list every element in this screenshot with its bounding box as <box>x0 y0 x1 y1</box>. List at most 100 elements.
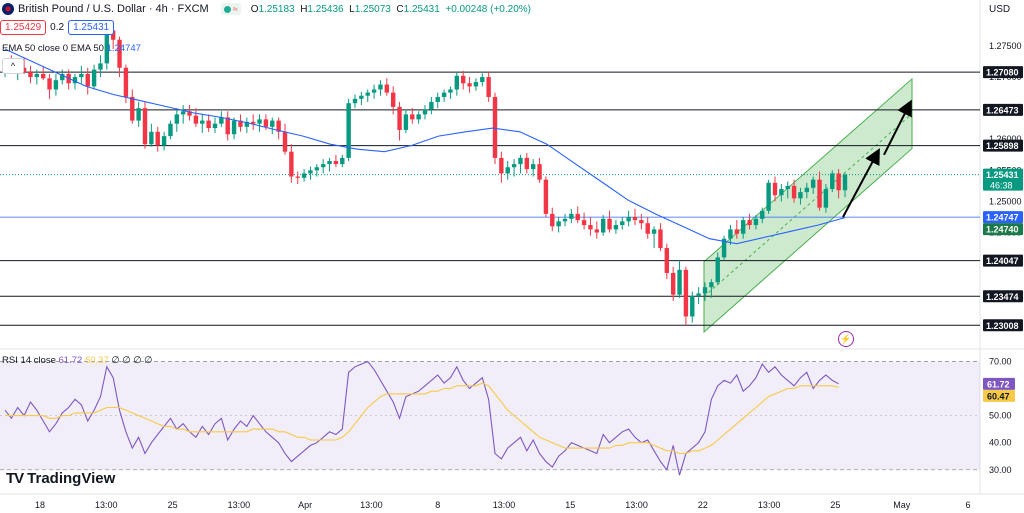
ema-legend[interactable]: EMA 50 close 0 EMA 50 1.24747 <box>2 43 141 54</box>
price-label-box <box>983 168 1023 191</box>
candle-body <box>282 131 288 152</box>
candle-body <box>72 77 78 84</box>
candle-body <box>715 257 720 283</box>
candle-body <box>626 216 631 222</box>
rsi-line <box>4 360 839 476</box>
candle-body <box>613 225 619 230</box>
market-status[interactable]: ≈ <box>220 3 241 15</box>
candle-body <box>187 111 192 116</box>
candle-body <box>136 108 141 121</box>
candle-body <box>791 185 797 199</box>
candle-body <box>670 272 676 295</box>
candle-body <box>193 115 199 124</box>
lightning-icon[interactable]: ⚡ <box>838 331 854 347</box>
price-label: 1.24047 <box>986 256 1019 266</box>
candle-body <box>537 164 542 180</box>
currency-label[interactable]: USD <box>989 4 1011 15</box>
time-axis-tick: 13:00 <box>228 500 251 510</box>
candle-body <box>104 30 110 64</box>
rsi-axis-tick: 40.00 <box>989 438 1012 448</box>
candle-body <box>709 282 714 288</box>
price-axis-tick: 1.27500 <box>989 41 1022 51</box>
candle-body <box>664 248 670 273</box>
candle-body <box>314 167 320 171</box>
candle-body <box>747 220 752 226</box>
symbol-title[interactable]: British Pound / U.S. Dollar · 4h · FXCM <box>18 3 209 15</box>
candle-body <box>817 179 822 208</box>
candle-body <box>740 220 746 234</box>
price-label-countdown: 46:38 <box>990 181 1013 191</box>
channel-midline <box>703 113 913 297</box>
candle-body <box>600 218 606 233</box>
candle-body <box>378 84 383 90</box>
time-axis-tick: May <box>893 500 911 510</box>
rsi-label-box <box>983 377 1015 390</box>
candle-body <box>276 120 281 132</box>
candle-body <box>454 75 460 90</box>
candle-body <box>60 73 65 81</box>
candle-body <box>117 39 122 68</box>
candle-body <box>562 218 568 222</box>
candle-body <box>174 114 180 124</box>
candle-body <box>180 111 186 115</box>
candle-body <box>696 293 701 296</box>
candle-body <box>155 131 160 146</box>
delay-icon: ≈ <box>232 4 238 14</box>
candle-body <box>320 164 326 168</box>
candle-body <box>34 73 40 78</box>
candle-body <box>518 157 523 165</box>
price-label: 1.25898 <box>986 141 1019 151</box>
rsi-legend[interactable]: RSI 14 close 61.72 60.37 ∅ ∅ ∅ ∅ <box>2 355 152 366</box>
time-axis-tick: 13:00 <box>625 500 648 510</box>
candle-body <box>352 98 358 104</box>
collapse-legend-button[interactable]: ^ <box>2 58 24 74</box>
candle-body <box>340 157 345 165</box>
candle-body <box>721 238 727 258</box>
tradingview-logo[interactable]: TV TradingView <box>6 470 115 487</box>
candle-body <box>505 167 510 174</box>
time-axis-tick: 25 <box>168 500 178 510</box>
sell-button[interactable]: 1.25429 <box>0 20 47 35</box>
candle-body <box>651 229 657 234</box>
candle-body <box>511 164 517 168</box>
price-label-box <box>983 319 1023 332</box>
rsi-label: 60.47 <box>987 391 1010 401</box>
market-open-icon <box>223 5 231 13</box>
candle-body <box>257 119 262 124</box>
candle-body <box>53 80 59 90</box>
candle-body <box>390 92 396 107</box>
candle-body <box>85 73 90 87</box>
ohlc-readout: O1.25183 H1.25436 L1.25073 C1.25431 +0.0… <box>250 3 531 15</box>
candle-body <box>810 179 816 188</box>
buy-button[interactable]: 1.25431 <box>68 20 115 35</box>
candle-body <box>594 229 600 233</box>
price-label-box <box>983 290 1023 303</box>
candle-body <box>779 188 784 196</box>
rsi-axis-tick: 30.00 <box>989 465 1012 475</box>
rsi-legend-label: RSI 14 close <box>2 355 56 366</box>
candle-body <box>21 67 27 73</box>
time-axis-tick: 13:00 <box>493 500 516 510</box>
candle-body <box>467 83 472 87</box>
candle-body <box>295 176 300 178</box>
candle-body <box>416 114 421 120</box>
candle-body <box>785 185 790 189</box>
candle-body <box>760 210 765 219</box>
price-label: 1.24740 <box>986 225 1019 235</box>
rsi-ma-legend-value: 60.37 <box>84 355 109 366</box>
candle-body <box>632 216 638 221</box>
time-axis-tick: 13:00 <box>360 500 383 510</box>
candle-body <box>244 121 250 127</box>
candle-body <box>473 82 479 87</box>
candle-body <box>250 121 256 124</box>
candle-body <box>200 120 205 124</box>
candle-body <box>702 287 708 294</box>
candle-body <box>677 269 682 295</box>
candle-body <box>130 96 135 121</box>
candle-body <box>550 213 555 227</box>
time-axis-tick: 6 <box>965 500 970 510</box>
candle-body <box>327 161 332 165</box>
